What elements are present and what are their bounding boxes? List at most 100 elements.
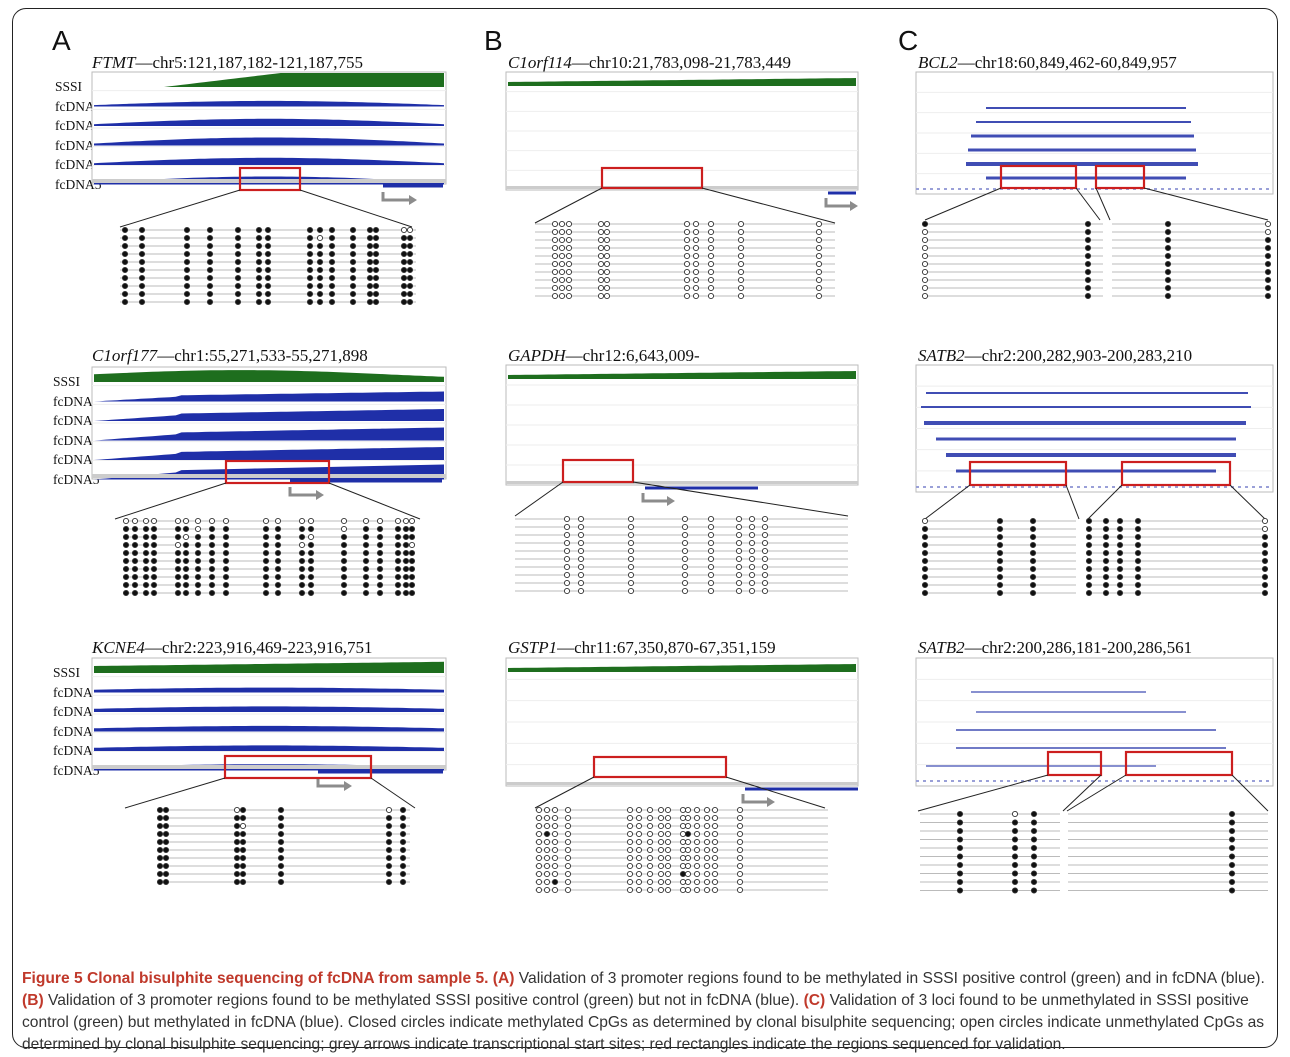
methylated-cpg — [1085, 581, 1093, 589]
methylated-cpg — [402, 565, 410, 573]
methylated-cpg — [1134, 565, 1142, 573]
methylated-cpg — [234, 290, 242, 298]
methylated-cpg — [1085, 541, 1093, 549]
methylated-cpg — [372, 274, 380, 282]
unmethylated-cpg — [664, 846, 672, 854]
methylated-cpg — [1102, 533, 1110, 541]
methylated-cpg — [1261, 573, 1269, 581]
methylated-cpg — [366, 266, 374, 274]
methylated-cpg — [1134, 517, 1142, 525]
methylated-cpg — [138, 298, 146, 306]
track-label: fcDNA5 — [53, 471, 100, 487]
unmethylated-cpg — [703, 838, 711, 846]
unmethylated-cpg — [376, 517, 384, 525]
methylated-cpg — [206, 226, 214, 234]
unmethylated-cpg — [535, 806, 543, 814]
unmethylated-cpg — [692, 220, 700, 228]
unmethylated-cpg — [761, 555, 769, 563]
caption-b-text: Validation of 3 promoter regions found t… — [48, 992, 800, 1009]
methylated-cpg — [376, 573, 384, 581]
methylated-cpg — [222, 557, 230, 565]
unmethylated-cpg — [307, 517, 315, 525]
methylated-cpg — [255, 282, 263, 290]
methylated-cpg — [1030, 836, 1038, 843]
methylated-cpg — [402, 581, 410, 589]
methylated-cpg — [376, 549, 384, 557]
unmethylated-cpg — [543, 838, 551, 846]
methylated-cpg — [372, 290, 380, 298]
unmethylated-cpg — [577, 523, 585, 531]
caption-title: Clonal bisulphite sequencing of fcDNA fr… — [87, 970, 489, 987]
unmethylated-cpg — [564, 822, 572, 830]
methylated-cpg — [996, 573, 1004, 581]
methylated-cpg — [399, 830, 407, 838]
methylated-cpg — [340, 573, 348, 581]
sssi-track — [508, 664, 856, 672]
methylated-cpg — [142, 573, 150, 581]
methylated-cpg — [402, 589, 410, 597]
methylated-cpg — [264, 290, 272, 298]
unmethylated-cpg — [703, 846, 711, 854]
fcdna-track — [94, 137, 444, 146]
methylated-cpg — [274, 541, 282, 549]
unmethylated-cpg — [736, 822, 744, 830]
methylated-cpg — [222, 541, 230, 549]
unmethylated-cpg — [693, 830, 701, 838]
methylated-cpg — [1116, 525, 1124, 533]
methylated-cpg — [1264, 284, 1272, 292]
unmethylated-cpg — [646, 886, 654, 894]
methylated-cpg — [399, 870, 407, 878]
unmethylated-cpg — [635, 886, 643, 894]
unmethylated-cpg — [646, 822, 654, 830]
track-label: SSSI — [53, 665, 81, 680]
track-label: fcDNA4 — [53, 743, 100, 758]
methylated-cpg — [277, 854, 285, 862]
unmethylated-cpg — [703, 870, 711, 878]
unmethylated-cpg — [735, 563, 743, 571]
methylated-cpg — [142, 533, 150, 541]
methylated-cpg — [366, 274, 374, 282]
unmethylated-cpg — [627, 523, 635, 531]
methylated-cpg — [1164, 276, 1172, 284]
unmethylated-cpg — [748, 555, 756, 563]
methylated-cpg — [156, 838, 164, 846]
unmethylated-cpg — [703, 814, 711, 822]
methylated-cpg — [1228, 870, 1236, 877]
methylated-cpg — [1030, 853, 1038, 860]
methylated-cpg — [1085, 533, 1093, 541]
zoom-line — [328, 482, 421, 520]
methylated-cpg — [328, 266, 336, 274]
unmethylated-cpg — [681, 571, 689, 579]
unmethylated-cpg — [679, 854, 687, 862]
methylated-cpg — [1084, 244, 1092, 252]
unmethylated-cpg — [664, 854, 672, 862]
methylated-cpg — [142, 581, 150, 589]
methylated-cpg — [1011, 836, 1019, 843]
methylated-cpg — [400, 234, 408, 242]
methylated-cpg — [1116, 581, 1124, 589]
methylated-cpg — [399, 854, 407, 862]
unmethylated-cpg — [535, 838, 543, 846]
methylated-cpg — [1102, 517, 1110, 525]
fcdna-track — [94, 409, 444, 421]
methylated-cpg — [138, 242, 146, 250]
methylated-cpg — [362, 565, 370, 573]
unmethylated-cpg — [400, 226, 408, 234]
methylated-cpg — [1029, 549, 1037, 557]
unmethylated-cpg — [921, 284, 929, 292]
methylated-cpg — [233, 838, 241, 846]
methylated-cpg — [406, 258, 414, 266]
locus-title-c1orf177: C1orf177—chr1:55,271,533-55,271,898 — [92, 346, 368, 365]
unmethylated-cpg — [692, 284, 700, 292]
methylated-cpg — [255, 298, 263, 306]
methylated-cpg — [408, 525, 416, 533]
methylated-cpg — [121, 298, 129, 306]
methylated-cpg — [340, 565, 348, 573]
methylated-cpg — [262, 541, 270, 549]
unmethylated-cpg — [646, 870, 654, 878]
methylated-cpg — [385, 814, 393, 822]
methylated-cpg — [121, 290, 129, 298]
unmethylated-cpg — [711, 806, 719, 814]
unmethylated-cpg — [1264, 220, 1272, 228]
unmethylated-cpg — [707, 515, 715, 523]
